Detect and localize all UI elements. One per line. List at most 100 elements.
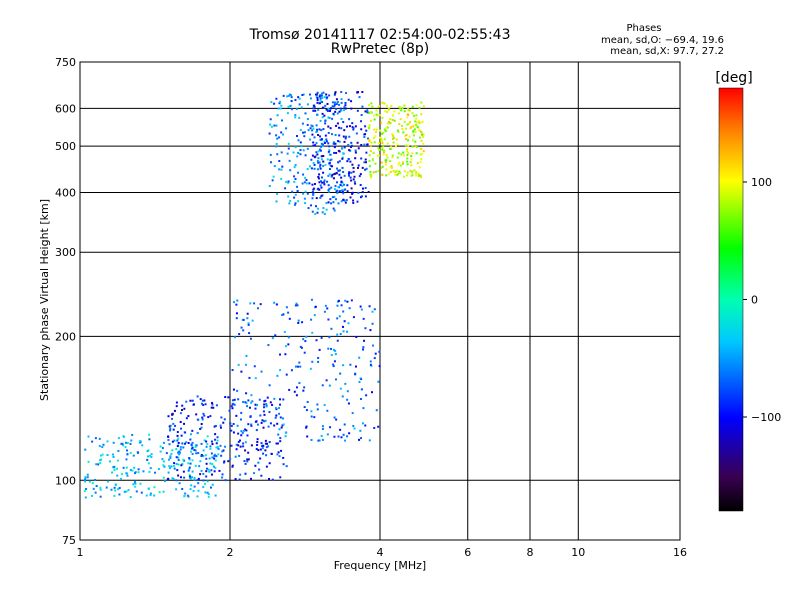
grid-lines [80, 62, 680, 540]
data-point [350, 179, 353, 182]
data-point [185, 400, 188, 403]
data-point [247, 323, 250, 326]
data-point [375, 109, 378, 112]
data-point [340, 101, 343, 104]
data-point [259, 303, 262, 306]
data-point [210, 406, 213, 409]
data-point [419, 153, 422, 156]
data-point [286, 112, 289, 115]
data-point [183, 476, 186, 479]
data-point [245, 402, 248, 405]
y-tick-label: 500 [55, 140, 76, 153]
data-point [250, 477, 253, 480]
data-point [325, 208, 328, 211]
data-point [350, 146, 353, 149]
data-point [326, 107, 329, 110]
data-point [350, 141, 353, 144]
data-point [308, 165, 311, 168]
data-point [229, 457, 232, 460]
data-point [325, 93, 328, 96]
data-point [310, 318, 313, 321]
data-point [132, 454, 135, 457]
data-point [266, 442, 269, 445]
data-point [339, 183, 342, 186]
data-point [371, 310, 374, 313]
data-point [281, 165, 284, 168]
data-point [278, 406, 281, 409]
data-point [406, 153, 409, 156]
data-point [377, 142, 380, 145]
data-point [384, 161, 387, 164]
data-point [264, 442, 267, 445]
data-point [351, 122, 354, 125]
data-point [169, 455, 172, 458]
data-point [206, 467, 209, 470]
data-point [180, 434, 183, 437]
data-point [316, 98, 319, 101]
data-point [367, 137, 370, 140]
data-point [294, 164, 297, 167]
data-point [327, 190, 330, 193]
data-point [322, 165, 325, 168]
data-point [327, 184, 330, 187]
data-point [269, 422, 272, 425]
data-point [173, 465, 176, 468]
data-point [113, 486, 116, 489]
data-point [250, 444, 253, 447]
data-point [130, 439, 133, 442]
data-point [390, 164, 393, 167]
data-point [337, 161, 340, 164]
data-point [222, 421, 225, 424]
data-point [309, 97, 312, 100]
data-point [332, 365, 335, 368]
data-point [262, 410, 265, 413]
data-point [369, 144, 372, 147]
data-point [257, 449, 260, 452]
data-point [369, 165, 372, 168]
data-point [339, 109, 342, 112]
data-point [343, 140, 346, 143]
data-point [372, 171, 375, 174]
data-point [311, 125, 314, 128]
data-point [329, 108, 332, 111]
data-point [274, 406, 277, 409]
data-point [321, 438, 324, 441]
data-point [372, 136, 375, 139]
data-point [335, 98, 338, 101]
data-point [403, 120, 406, 123]
data-point [129, 443, 132, 446]
data-point [364, 158, 367, 161]
data-point [180, 427, 183, 430]
data-point [267, 344, 270, 347]
data-point [304, 112, 307, 115]
data-point [284, 431, 287, 434]
data-point [361, 166, 364, 169]
data-point [230, 444, 233, 447]
data-point [246, 434, 249, 437]
data-point [324, 104, 327, 107]
data-point [268, 441, 271, 444]
data-point [276, 192, 279, 195]
data-point [250, 394, 253, 397]
data-point [321, 101, 324, 104]
data-point [319, 97, 322, 100]
data-point [381, 174, 384, 177]
data-point [240, 434, 243, 437]
data-point [203, 414, 206, 417]
data-point [341, 147, 344, 150]
data-point [350, 107, 353, 110]
data-point [332, 177, 335, 180]
data-point [405, 138, 408, 141]
data-point [335, 172, 338, 175]
data-point [284, 187, 287, 190]
data-point [295, 302, 298, 305]
data-point [406, 150, 409, 153]
data-point [377, 105, 380, 108]
data-point [337, 103, 340, 106]
data-point [321, 181, 324, 184]
data-point [298, 97, 301, 100]
data-point [415, 171, 418, 174]
data-point [322, 91, 325, 94]
data-point [230, 424, 233, 427]
data-point [205, 475, 208, 478]
